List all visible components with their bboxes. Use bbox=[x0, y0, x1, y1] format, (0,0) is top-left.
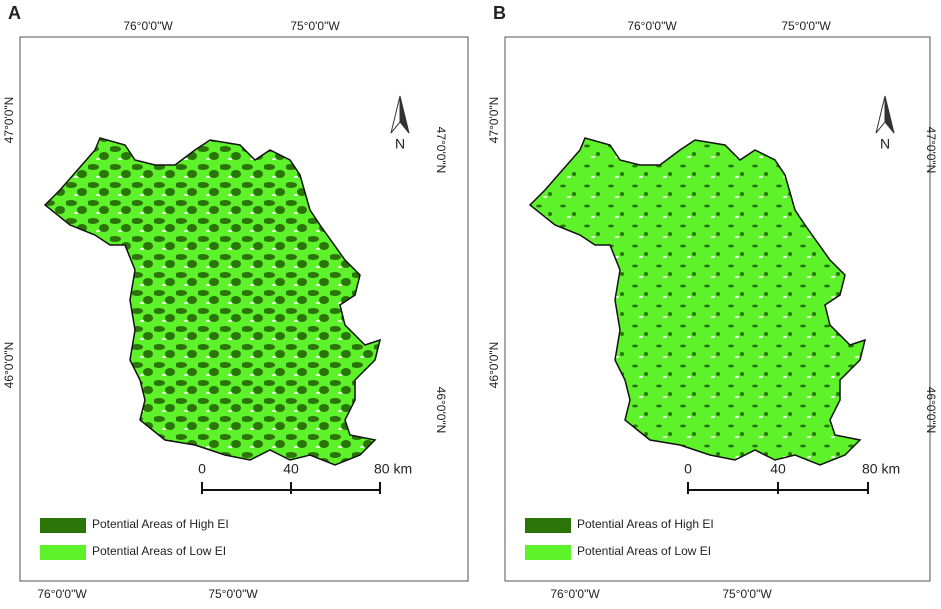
north-arrow-dark bbox=[884, 95, 895, 134]
legend-swatch bbox=[40, 545, 86, 560]
map-frame bbox=[504, 36, 931, 582]
legend-label: Potential Areas of Low EI bbox=[577, 544, 711, 558]
scale-label: 40 bbox=[283, 461, 299, 477]
region-shape bbox=[44, 137, 381, 466]
left-lat-label: 47°0'0"N bbox=[487, 97, 501, 144]
region-shape bbox=[529, 137, 866, 466]
map-panel: A 76°0'0"W 75°0'0"W 76°0'0"W 75°0'0"W 47°0'0"… bbox=[2, 3, 469, 601]
scale-label: 0 bbox=[684, 461, 692, 477]
right-lat-label: 46°0'0"N bbox=[924, 387, 938, 434]
left-lat-label: 47°0'0"N bbox=[2, 97, 16, 144]
legend-swatch bbox=[525, 518, 571, 533]
region bbox=[44, 137, 381, 466]
legend-label: Potential Areas of High EI bbox=[92, 517, 229, 531]
bottom-lon-label: 76°0'0"W bbox=[37, 587, 87, 601]
north-label: N bbox=[880, 136, 890, 152]
bottom-lon-label: 75°0'0"W bbox=[722, 587, 772, 601]
panel-label: A bbox=[8, 3, 21, 23]
scale-label: 80 km bbox=[862, 461, 900, 477]
scale-label: 80 km bbox=[374, 461, 412, 477]
top-lon-label: 75°0'0"W bbox=[290, 19, 340, 33]
legend-label: Potential Areas of Low EI bbox=[92, 544, 226, 558]
map-frame bbox=[19, 36, 469, 582]
top-lon-label: 75°0'0"W bbox=[781, 19, 831, 33]
legend-label: Potential Areas of High EI bbox=[577, 517, 714, 531]
legend-swatch bbox=[40, 518, 86, 533]
right-lat-label: 47°0'0"N bbox=[434, 127, 448, 174]
left-lat-label: 46°0'0"N bbox=[2, 342, 16, 389]
right-lat-label: 46°0'0"N bbox=[434, 387, 448, 434]
legend-swatch bbox=[525, 545, 571, 560]
scale-label: 0 bbox=[198, 461, 206, 477]
map-panel: B 76°0'0"W 75°0'0"W 76°0'0"W 75°0'0"W 47°0'0"… bbox=[487, 3, 938, 601]
scale-label: 40 bbox=[770, 461, 786, 477]
bottom-lon-label: 76°0'0"W bbox=[550, 587, 600, 601]
top-lon-label: 76°0'0"W bbox=[627, 19, 677, 33]
right-lat-label: 47°0'0"N bbox=[924, 127, 938, 174]
region bbox=[529, 137, 866, 466]
north-arrow-dark bbox=[399, 95, 410, 134]
north-arrow bbox=[875, 95, 886, 134]
top-lon-label: 76°0'0"W bbox=[123, 19, 173, 33]
north-label: N bbox=[395, 136, 405, 152]
panel-label: B bbox=[493, 3, 506, 23]
left-lat-label: 46°0'0"N bbox=[487, 342, 501, 389]
north-arrow bbox=[390, 95, 401, 134]
bottom-lon-label: 75°0'0"W bbox=[208, 587, 258, 601]
